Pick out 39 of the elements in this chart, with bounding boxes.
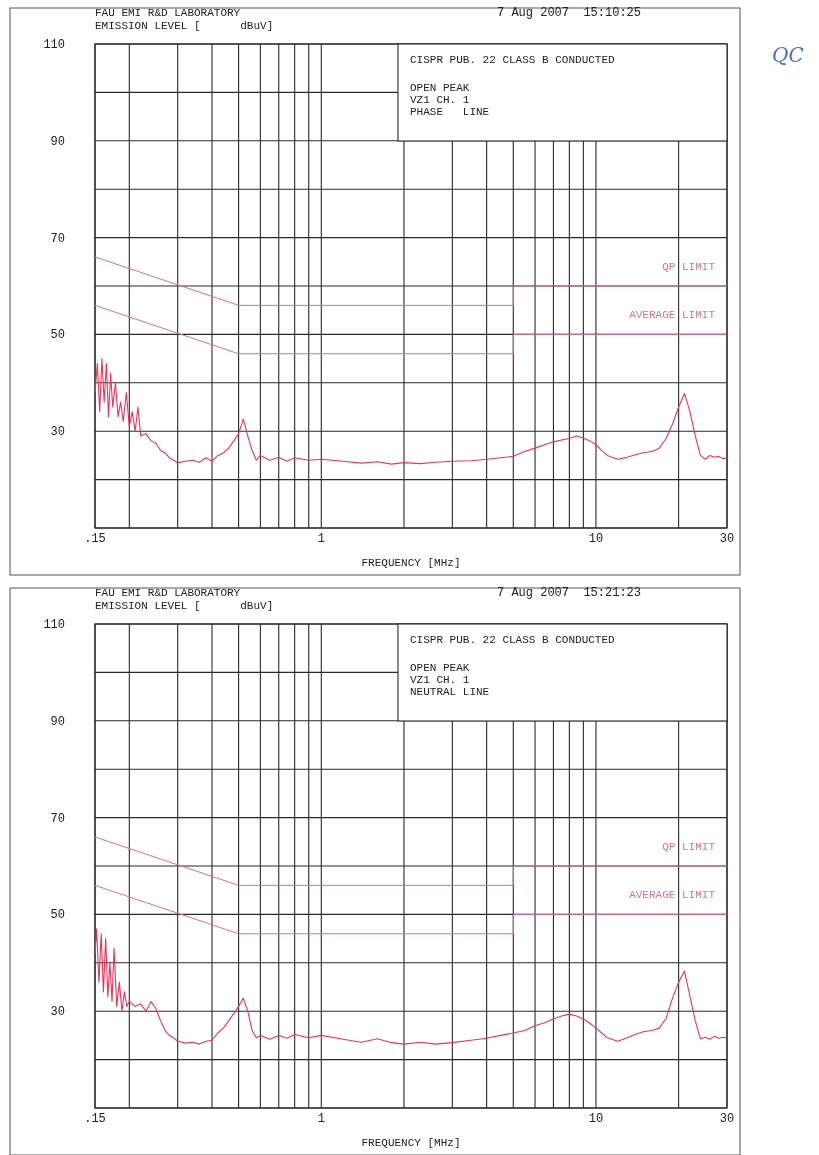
y-tick-label: 50 — [50, 328, 65, 343]
text: 7 Aug 2007 15:21:23 — [497, 586, 642, 600]
x-axis-title: FREQUENCY [MHz] — [361, 1137, 461, 1149]
series-label: QP LIMIT — [662, 841, 716, 853]
x-axis-title: FREQUENCY [MHz] — [361, 557, 461, 569]
y-tick-label: 70 — [50, 811, 65, 826]
y-tick-label: 90 — [50, 714, 65, 729]
x-tick-label: 30 — [719, 532, 735, 546]
x-tick-label: 30 — [719, 1112, 735, 1126]
y-axis-title: EMISSION LEVEL [ dBuV] — [95, 20, 274, 32]
text: QC — [772, 43, 804, 67]
annotation: OPEN PEAK — [410, 82, 470, 94]
chart-title: FAU EMI R&D LABORATORY — [95, 7, 241, 19]
x-tick-label: 1 — [317, 532, 325, 546]
y-tick-label: 90 — [50, 134, 65, 149]
y-axis-title: EMISSION LEVEL [ dBuV] — [95, 600, 274, 612]
series-label: AVERAGE LIMIT — [629, 889, 716, 902]
y-tick-label: 110 — [43, 618, 65, 632]
annotation: CISPR PUB. 22 CLASS B CONDUCTED — [410, 634, 616, 646]
x-tick-label: 10 — [588, 1112, 604, 1126]
annotation: VZ1 CH. 1 — [410, 94, 470, 106]
y-tick-label: 30 — [50, 1005, 65, 1020]
annotation: VZ1 CH. 1 — [410, 674, 470, 686]
x-tick-label: .15 — [84, 1112, 106, 1126]
annotation: CISPR PUB. 22 CLASS B CONDUCTED — [410, 54, 616, 66]
chart-title: FAU EMI R&D LABORATORY — [95, 587, 241, 599]
y-tick-label: 30 — [50, 425, 65, 440]
text: 7 Aug 2007 15:10:25 — [497, 6, 642, 20]
annotation: OPEN PEAK — [410, 662, 470, 674]
series-label: AVERAGE LIMIT — [629, 309, 716, 322]
annotation: PHASE LINE — [410, 106, 490, 118]
x-tick-label: 10 — [588, 532, 604, 546]
series-label: QP LIMIT — [662, 261, 716, 273]
annotation: NEUTRAL LINE — [410, 686, 490, 698]
x-tick-label: .15 — [84, 532, 106, 546]
y-tick-label: 110 — [43, 38, 65, 52]
x-tick-label: 1 — [317, 1112, 325, 1126]
y-tick-label: 70 — [50, 231, 65, 246]
y-tick-label: 50 — [50, 908, 65, 923]
